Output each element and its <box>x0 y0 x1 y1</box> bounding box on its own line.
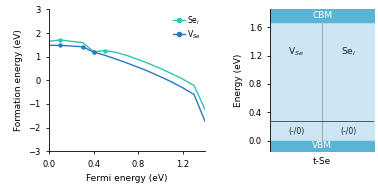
Text: Se$_i$: Se$_i$ <box>341 46 356 58</box>
X-axis label: Fermi energy (eV): Fermi energy (eV) <box>87 174 168 183</box>
Y-axis label: Energy (eV): Energy (eV) <box>234 54 243 107</box>
X-axis label: t-Se: t-Se <box>313 157 332 166</box>
Text: (-/0): (-/0) <box>288 127 304 136</box>
Point <box>102 49 108 52</box>
Text: V$_{Se}$: V$_{Se}$ <box>288 46 304 58</box>
Point <box>91 51 97 54</box>
Text: (-/0): (-/0) <box>340 127 356 136</box>
Point <box>91 50 97 53</box>
Point <box>79 45 85 48</box>
Legend: Se$_i$, V$_{Se}$: Se$_i$, V$_{Se}$ <box>172 13 201 41</box>
Point <box>57 38 63 41</box>
Y-axis label: Formation energy (eV): Formation energy (eV) <box>14 29 23 131</box>
Point <box>57 44 63 47</box>
Text: CBM: CBM <box>312 11 332 20</box>
Text: VBM: VBM <box>312 141 332 150</box>
